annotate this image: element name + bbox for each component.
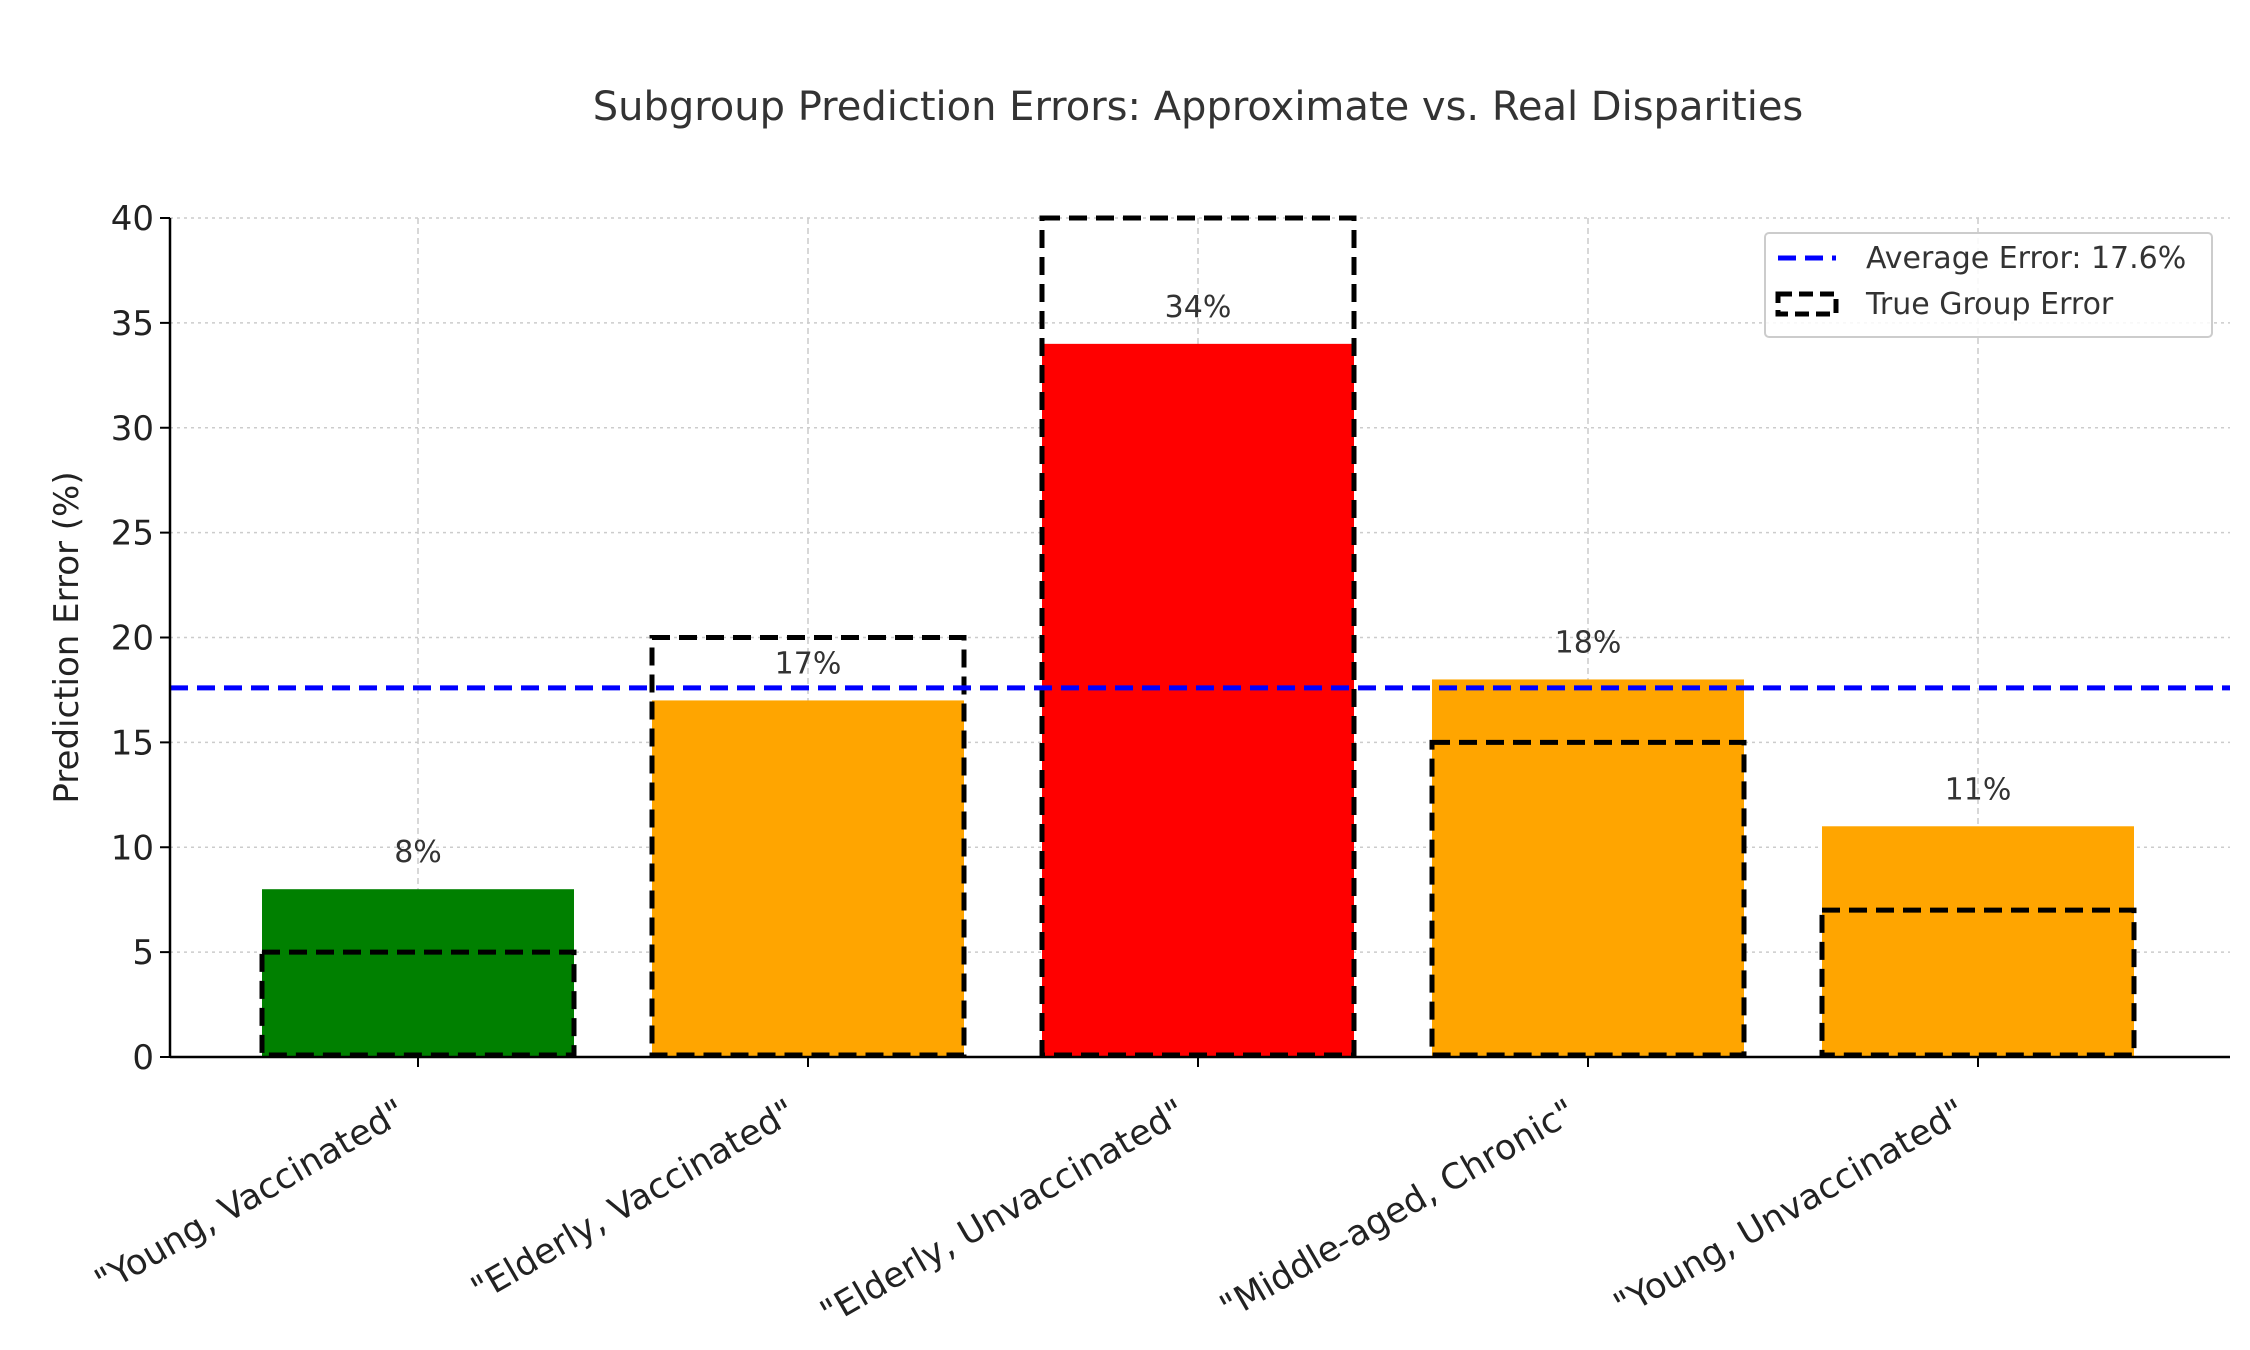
y-axis-label: Prediction Error (%) (47, 471, 87, 803)
data-label: 11% (1945, 772, 2012, 807)
legend-average-label: Average Error: 17.6% (1866, 241, 2186, 276)
x-tick-label: "Elderly, Unvaccinated" (814, 1092, 1193, 1334)
x-tick-label: "Middle-aged, Chronic" (1214, 1092, 1583, 1328)
true-group-error-outline (1819, 907, 2137, 1058)
legend-true-label: True Group Error (1865, 287, 2114, 322)
bar (1042, 343, 1354, 1058)
y-tick-label: 30 (111, 409, 154, 449)
legend: Average Error: 17.6% True Group Error (1764, 232, 2213, 338)
y-tick-label: 25 (111, 514, 154, 554)
y-tick-label: 20 (111, 619, 154, 659)
data-label: 18% (1555, 625, 1622, 660)
x-ticks: "Young, Vaccinated" "Elderly, Vaccinated"… (88, 1057, 1979, 1334)
y-tick-label: 15 (111, 723, 154, 763)
legend-frame (1764, 232, 2213, 338)
y-ticks: 0 5 10 15 20 25 30 35 40 (111, 199, 170, 1078)
y-tick-label: 10 (111, 828, 154, 868)
x-tick-label: "Elderly, Vaccinated" (465, 1092, 803, 1310)
y-tick-label: 0 (132, 1038, 154, 1078)
true-group-error-outlines (259, 215, 2137, 1058)
legend-true-swatch (1775, 291, 1839, 317)
x-tick-label: "Young, Vaccinated" (88, 1092, 412, 1302)
true-group-error-outline (649, 635, 967, 1058)
y-tick-label: 35 (111, 304, 154, 344)
data-label: 17% (775, 646, 842, 681)
data-label: 34% (1165, 290, 1232, 325)
y-tick-label: 5 (132, 933, 154, 973)
bar (262, 889, 574, 1057)
x-tick-label: "Young, Unvaccinated" (1607, 1092, 1972, 1326)
y-tick-label: 40 (111, 199, 154, 239)
chart-title: Subgroup Prediction Errors: Approximate … (593, 84, 1804, 130)
bar (1432, 679, 1744, 1057)
data-label: 8% (394, 835, 442, 870)
bar (652, 700, 964, 1057)
data-labels: 8% 17% 34% 18% 11% (394, 290, 2011, 870)
true-group-error-outline (259, 949, 577, 1058)
true-group-error-outline (1429, 739, 1747, 1058)
bars (262, 343, 2134, 1058)
bar (1822, 826, 2134, 1057)
true-group-error-outline (1039, 215, 1357, 1058)
